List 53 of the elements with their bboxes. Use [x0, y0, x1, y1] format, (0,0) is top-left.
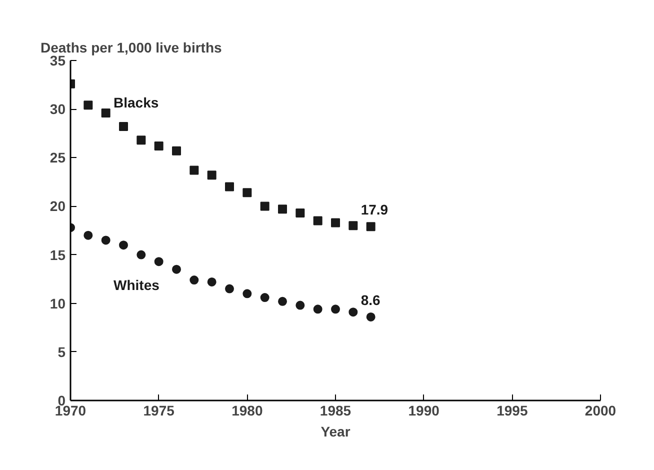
- point: [260, 202, 270, 211]
- x-tick-label: 1980: [232, 402, 263, 418]
- point: [207, 277, 216, 286]
- point: [136, 250, 146, 260]
- point: [207, 170, 216, 180]
- point: [331, 218, 340, 228]
- point: [296, 300, 305, 310]
- point: [366, 222, 376, 232]
- point: [260, 293, 270, 302]
- y-tick-label: 35: [50, 52, 66, 68]
- point: [366, 312, 376, 322]
- point: [278, 204, 287, 214]
- y-tick-label: 10: [50, 295, 66, 312]
- point: [225, 284, 234, 294]
- point: [331, 304, 340, 314]
- data-label: 17.9: [360, 202, 388, 218]
- point: [296, 208, 305, 218]
- x-tick-label: 1975: [143, 402, 175, 418]
- point: [225, 182, 234, 192]
- y-tick-label: 20: [50, 198, 66, 214]
- y-tick-label: 30: [50, 101, 66, 118]
- series-label: Blacks: [114, 94, 159, 111]
- x-axis-title: Year: [320, 424, 351, 440]
- point: [172, 146, 181, 156]
- data-label: 8.6: [360, 292, 381, 308]
- point: [119, 122, 128, 132]
- y-axis-title: Deaths per 1,000 live births: [40, 40, 222, 56]
- point: [242, 188, 252, 198]
- x-tick-label: 1985: [320, 402, 352, 418]
- point: [242, 289, 252, 298]
- point: [313, 216, 322, 226]
- point: [84, 100, 93, 110]
- point: [190, 166, 199, 175]
- y-tick-label: 15: [50, 246, 66, 263]
- point: [119, 240, 128, 250]
- x-tick-label: 2000: [584, 402, 616, 418]
- point: [154, 141, 164, 150]
- y-tick-label: 5: [58, 344, 66, 360]
- point: [101, 236, 110, 245]
- point: [101, 108, 110, 118]
- point: [278, 296, 287, 306]
- x-tick-label: 1990: [408, 402, 440, 418]
- point: [172, 264, 181, 274]
- point: [313, 304, 322, 314]
- x-tick-label: 1995: [496, 402, 528, 418]
- point: [190, 276, 199, 285]
- point: [84, 230, 93, 240]
- point: [136, 136, 146, 145]
- point: [348, 221, 358, 230]
- y-tick-label: 25: [50, 150, 66, 166]
- point: [154, 257, 164, 266]
- series-label: Whites: [114, 277, 160, 294]
- point: [348, 308, 358, 317]
